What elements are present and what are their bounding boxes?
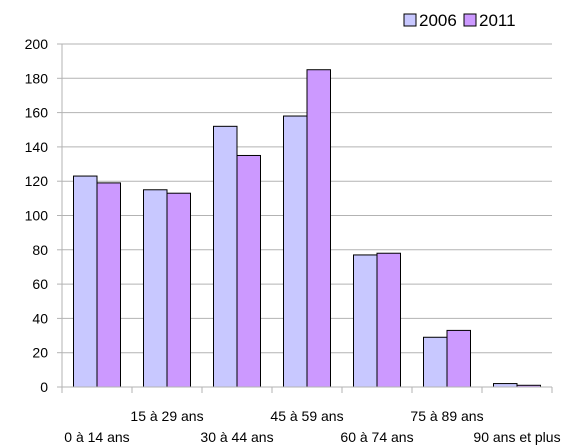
x-tick-label: 45 à 59 ans bbox=[270, 408, 343, 424]
legend-swatch-2006 bbox=[403, 13, 417, 27]
y-tick-label: 0 bbox=[40, 379, 48, 395]
bar-2006-3 bbox=[283, 115, 308, 388]
bars bbox=[73, 69, 541, 388]
x-tick-label: 75 à 89 ans bbox=[410, 408, 483, 424]
y-tick-label: 20 bbox=[32, 345, 48, 361]
y-tick-label: 140 bbox=[25, 139, 49, 155]
legend-label-2006: 2006 bbox=[419, 11, 457, 30]
y-axis: 0 20 40 60 80 100 120 140 160 180 200 bbox=[25, 36, 63, 395]
bar-2011-0 bbox=[96, 182, 121, 388]
x-tick-label: 30 à 44 ans bbox=[200, 429, 273, 445]
y-tick-label: 80 bbox=[32, 242, 48, 258]
y-tick-label: 100 bbox=[25, 208, 49, 224]
bar-2011-1 bbox=[166, 192, 191, 388]
bar-2006-2 bbox=[213, 125, 238, 388]
bar-2006-5 bbox=[423, 336, 448, 388]
y-tick-label: 160 bbox=[25, 105, 49, 121]
bar-2011-2 bbox=[236, 154, 261, 388]
legend-label-2011: 2011 bbox=[479, 11, 516, 30]
x-tick-label: 15 à 29 ans bbox=[130, 408, 203, 424]
bar-2006-1 bbox=[143, 189, 168, 388]
x-tick-label: 90 ans et plus bbox=[473, 429, 560, 445]
legend-swatch-2011 bbox=[463, 13, 477, 27]
y-tick-label: 60 bbox=[32, 276, 48, 292]
bar-2006-4 bbox=[353, 254, 378, 388]
bar-2011-3 bbox=[306, 69, 331, 388]
x-tick-label: 0 à 14 ans bbox=[64, 429, 129, 445]
x-tick-label: 60 à 74 ans bbox=[340, 429, 413, 445]
y-tick-label: 180 bbox=[25, 70, 49, 86]
y-tick-label: 200 bbox=[25, 36, 49, 52]
bar-2006-0 bbox=[73, 175, 98, 388]
bar-2011-4 bbox=[376, 252, 401, 388]
y-tick-label: 40 bbox=[32, 310, 48, 326]
y-tick-label: 120 bbox=[25, 173, 49, 189]
bar-2011-5 bbox=[446, 329, 471, 388]
bar-2006-6 bbox=[493, 383, 518, 388]
legend: 2006 2011 bbox=[403, 11, 516, 30]
